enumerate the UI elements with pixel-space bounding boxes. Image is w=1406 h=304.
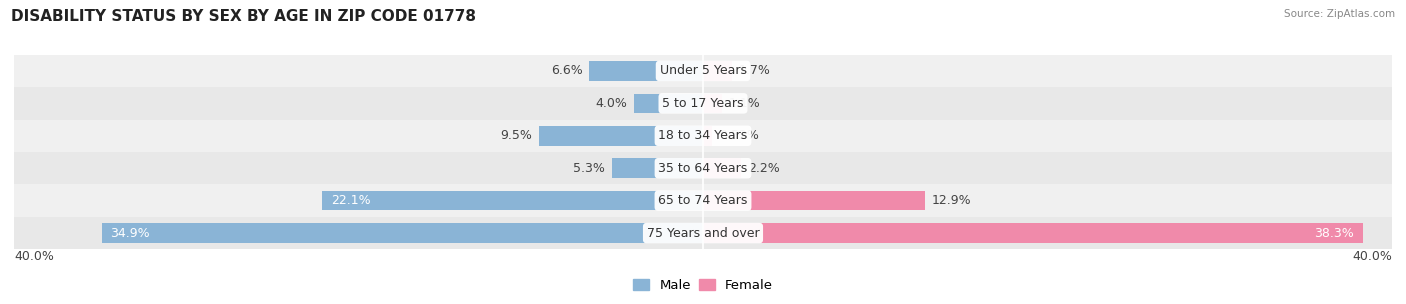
Text: Under 5 Years: Under 5 Years [659,64,747,78]
Bar [14,87,1392,119]
Text: 35 to 64 Years: 35 to 64 Years [658,162,748,175]
Text: 75 Years and over: 75 Years and over [647,226,759,240]
Bar [540,126,703,146]
Text: 34.9%: 34.9% [111,226,150,240]
Text: 6.6%: 6.6% [551,64,582,78]
Bar [703,191,925,210]
Text: 12.9%: 12.9% [932,194,972,207]
Text: 65 to 74 Years: 65 to 74 Years [658,194,748,207]
Text: 5 to 17 Years: 5 to 17 Years [662,97,744,110]
Legend: Male, Female: Male, Female [627,274,779,297]
Bar [703,223,1362,243]
Bar [703,94,721,113]
Bar [634,94,703,113]
Bar [14,152,1392,185]
Text: 2.2%: 2.2% [748,162,779,175]
Text: DISABILITY STATUS BY SEX BY AGE IN ZIP CODE 01778: DISABILITY STATUS BY SEX BY AGE IN ZIP C… [11,9,477,24]
Text: 5.3%: 5.3% [574,162,605,175]
Text: 1.7%: 1.7% [740,64,770,78]
Bar [101,223,703,243]
Bar [14,119,1392,152]
Bar [703,158,741,178]
Text: Source: ZipAtlas.com: Source: ZipAtlas.com [1284,9,1395,19]
Text: 18 to 34 Years: 18 to 34 Years [658,129,748,142]
Bar [589,61,703,81]
Bar [14,55,1392,87]
Text: 40.0%: 40.0% [1353,250,1392,263]
Bar [14,185,1392,217]
Text: 38.3%: 38.3% [1315,226,1354,240]
Bar [703,61,733,81]
Bar [322,191,703,210]
Bar [14,217,1392,249]
Bar [703,126,711,146]
Text: 4.0%: 4.0% [595,97,627,110]
Bar [612,158,703,178]
Text: 22.1%: 22.1% [330,194,371,207]
Text: 9.5%: 9.5% [501,129,533,142]
Text: 0.52%: 0.52% [718,129,759,142]
Text: 1.1%: 1.1% [728,97,761,110]
Text: 40.0%: 40.0% [14,250,53,263]
